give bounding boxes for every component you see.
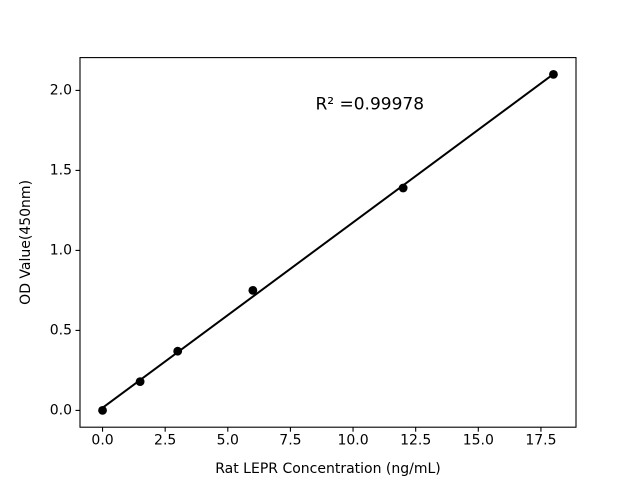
x-tick-label: 5.0 [217,432,239,448]
y-tick-label: 1.0 [50,242,72,258]
axes-frame [79,57,577,428]
data-point [135,377,145,386]
data-point [98,406,107,415]
data-point [549,70,558,79]
x-tick-label: 7.5 [279,432,301,448]
x-tick-label: 2.5 [154,432,176,448]
x-tick-label: 0.0 [91,432,113,448]
x-tick-label: 12.5 [400,432,431,448]
y-axis-label: OD Value(450nm) [18,180,34,305]
x-axis-label: Rat LEPR Concentration (ng/mL) [215,461,441,477]
x-tick-label: 17.5 [525,432,556,448]
data-point [398,183,408,193]
data-point [248,286,258,295]
y-tick-label: 0.0 [50,402,72,418]
x-tick-label: 10.0 [337,432,368,448]
x-tick-label: 15.0 [463,432,494,448]
y-tick-label: 1.5 [50,162,72,178]
r-squared-annotation: R² =0.99978 [315,95,424,115]
data-point [173,346,183,356]
y-tick-label: 0.5 [50,322,72,338]
y-tick-label: 2.0 [50,82,72,98]
